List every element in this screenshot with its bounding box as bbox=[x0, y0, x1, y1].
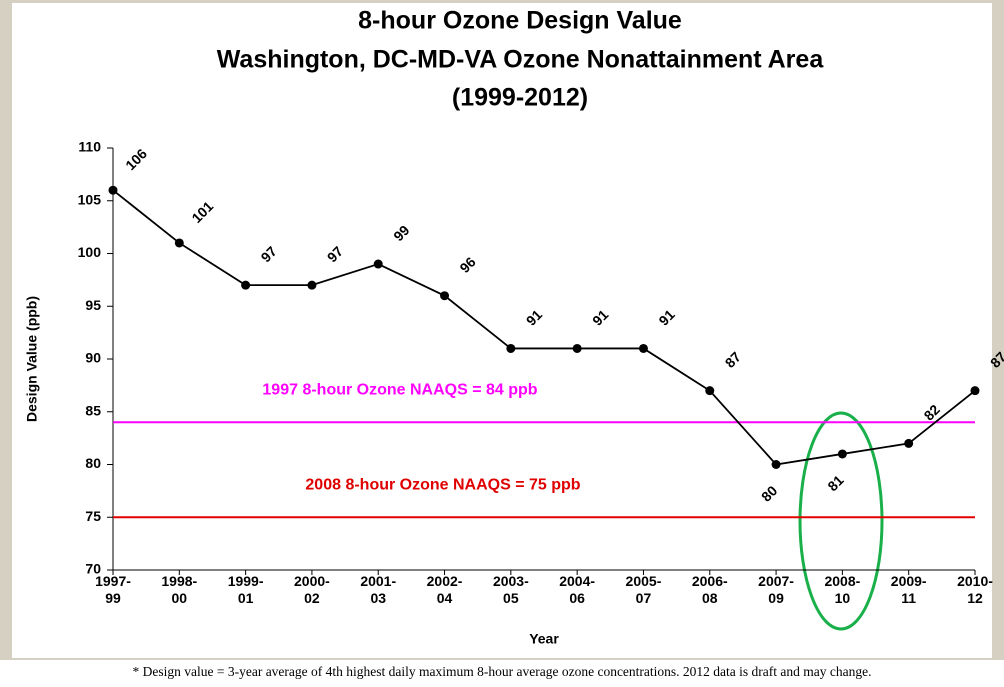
x-tick-label: 1997-99 bbox=[95, 573, 131, 606]
data-point bbox=[638, 343, 648, 353]
y-tick-label: 85 bbox=[85, 402, 101, 418]
chart-panel bbox=[12, 3, 992, 658]
x-tick-label: 2009-11 bbox=[891, 573, 927, 606]
chart-title: 8-hour Ozone Design Value bbox=[358, 7, 682, 35]
x-axis-label: Year bbox=[529, 631, 559, 647]
y-tick-label: 80 bbox=[85, 455, 101, 471]
highlight-ellipse bbox=[798, 411, 884, 631]
data-point bbox=[440, 291, 450, 301]
y-tick-label: 100 bbox=[78, 244, 102, 260]
chart-title: (1999-2012) bbox=[452, 84, 588, 112]
x-tick-label: 2008-10 bbox=[824, 573, 860, 606]
data-point bbox=[970, 386, 980, 396]
data-point bbox=[373, 259, 383, 269]
x-tick-label: 2002-04 bbox=[427, 573, 463, 606]
x-tick-label: 2006-08 bbox=[692, 573, 728, 606]
y-tick-label: 75 bbox=[85, 508, 101, 524]
reference-label: 2008 8-hour Ozone NAAQS = 75 ppb bbox=[305, 476, 580, 493]
x-tick-label: 2003-05 bbox=[493, 573, 529, 606]
x-tick-label: 1998-00 bbox=[161, 573, 197, 606]
data-point bbox=[771, 460, 781, 469]
data-point bbox=[904, 438, 914, 448]
y-tick-label: 90 bbox=[85, 350, 101, 366]
data-point bbox=[307, 280, 317, 290]
data-point bbox=[572, 343, 582, 353]
x-tick-label: 2004-06 bbox=[559, 573, 595, 606]
data-point bbox=[705, 386, 715, 396]
y-tick-label: 105 bbox=[78, 191, 102, 207]
footnote: * Design value = 3-year average of 4th h… bbox=[133, 664, 872, 679]
y-tick-label: 95 bbox=[85, 297, 101, 313]
x-tick-label: 2007-09 bbox=[758, 573, 794, 606]
data-point bbox=[174, 238, 184, 248]
series-line bbox=[112, 189, 976, 466]
x-tick-label: 1999-01 bbox=[228, 573, 264, 606]
y-axis-label: Design Value (ppb) bbox=[24, 296, 40, 422]
chart-title: Washington, DC-MD-VA Ozone Nonattainment… bbox=[217, 46, 825, 74]
footnote-band bbox=[0, 660, 1004, 687]
reference-label: 1997 8-hour Ozone NAAQS = 84 ppb bbox=[262, 382, 537, 399]
data-point bbox=[506, 343, 516, 353]
data-point bbox=[108, 185, 118, 195]
x-tick-label: 2005-07 bbox=[626, 573, 662, 606]
x-tick-label: 2001-03 bbox=[360, 573, 396, 606]
x-tick-label: 2010-12 bbox=[957, 573, 993, 606]
data-point bbox=[241, 280, 251, 290]
y-tick-label: 70 bbox=[85, 561, 101, 577]
data-point bbox=[837, 449, 847, 459]
x-tick-label: 2000-02 bbox=[294, 573, 330, 606]
y-tick-label: 110 bbox=[78, 139, 101, 155]
